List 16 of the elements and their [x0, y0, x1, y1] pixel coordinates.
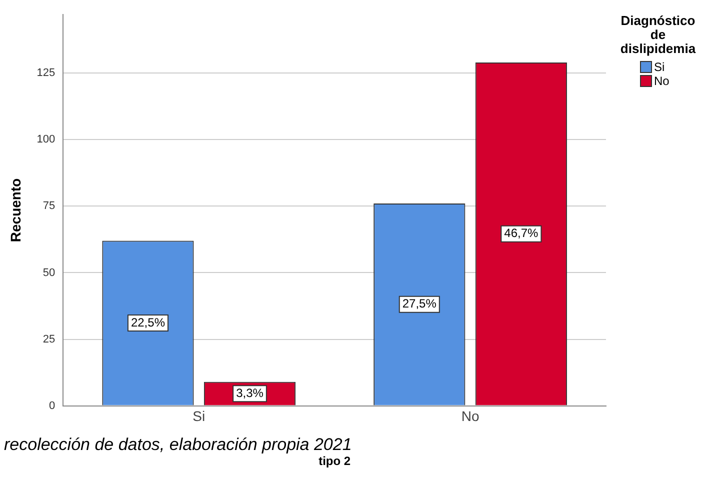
text: recolección de datos, elaboración propia 2021	[4, 435, 352, 454]
y-tick-label: 50	[42, 266, 56, 279]
y-tick-label: 25	[42, 333, 56, 346]
legend-title: Diagnóstico de dislipidemia	[619, 13, 697, 56]
y-axis-title: Recuento	[7, 178, 24, 242]
annotation: 46,7%	[504, 226, 539, 240]
annotation: 22,5%	[130, 315, 166, 330]
legend-label: No	[654, 74, 670, 88]
y-tick-label: 100	[36, 134, 56, 146]
y-tick-label: 0	[49, 400, 56, 412]
x-axis-title: tipo 2	[318, 454, 351, 468]
annotation: 27,5%	[402, 296, 437, 311]
y-tick-label: 75	[42, 200, 56, 212]
y-tick-label: 125	[36, 67, 56, 80]
legend-label: Si	[654, 60, 665, 74]
annotation: 3,3%	[236, 386, 264, 400]
